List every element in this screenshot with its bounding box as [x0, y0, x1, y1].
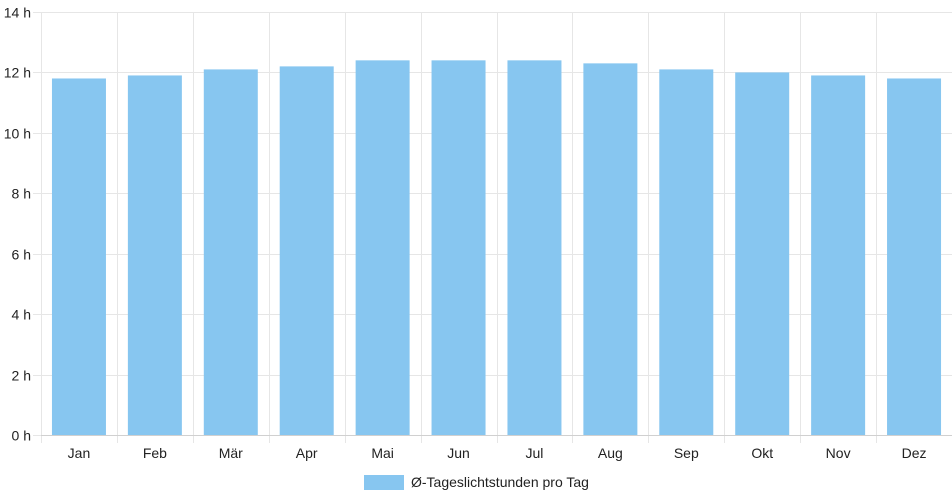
y-tick-label: 6 h — [12, 247, 31, 263]
x-tick-label: Jan — [68, 445, 91, 461]
x-tick-label: Mär — [219, 445, 243, 461]
legend[interactable]: Ø-Tageslichtstunden pro Tag — [364, 474, 589, 490]
bar-sep[interactable] — [659, 69, 714, 436]
legend-swatch — [364, 475, 404, 490]
legend-label: Ø-Tageslichtstunden pro Tag — [411, 474, 589, 490]
x-tick-label: Mai — [371, 445, 394, 461]
axes: 0 h 2 h 4 h 6 h 8 h 10 h 12 h 14 h Jan Feb Mär Apr M… — [4, 5, 952, 461]
y-tick-label: 8 h — [12, 186, 31, 202]
bar-apr[interactable] — [279, 66, 334, 435]
bar-nov[interactable] — [811, 75, 866, 435]
x-tick-label: Okt — [751, 445, 773, 461]
x-tick-label: Apr — [296, 445, 318, 461]
y-tick-label: 12 h — [4, 65, 31, 81]
x-tick-label: Sep — [674, 445, 699, 461]
y-tick-label: 2 h — [12, 368, 31, 384]
x-tick-label: Dez — [902, 445, 927, 461]
bar-jan[interactable] — [51, 78, 106, 435]
bar-mai[interactable] — [355, 60, 410, 435]
bar-dez[interactable] — [887, 78, 942, 435]
y-tick-label: 10 h — [4, 126, 31, 142]
x-tick-label: Aug — [598, 445, 623, 461]
grid-lines — [41, 12, 952, 443]
bar-jul[interactable] — [507, 60, 562, 435]
y-tick-label: 14 h — [4, 5, 31, 21]
bar-aug[interactable] — [583, 63, 638, 435]
x-tick-label: Jul — [526, 445, 544, 461]
y-tick-label: 4 h — [12, 307, 31, 323]
x-tick-label: Nov — [826, 445, 851, 461]
x-tick-label: Feb — [143, 445, 167, 461]
bars — [51, 60, 942, 436]
y-tick-label: 0 h — [12, 428, 31, 444]
x-tick-label: Jun — [447, 445, 470, 461]
bar-feb[interactable] — [127, 75, 182, 435]
bar-mär[interactable] — [203, 69, 258, 436]
bar-okt[interactable] — [735, 72, 790, 435]
bar-jun[interactable] — [431, 60, 486, 435]
